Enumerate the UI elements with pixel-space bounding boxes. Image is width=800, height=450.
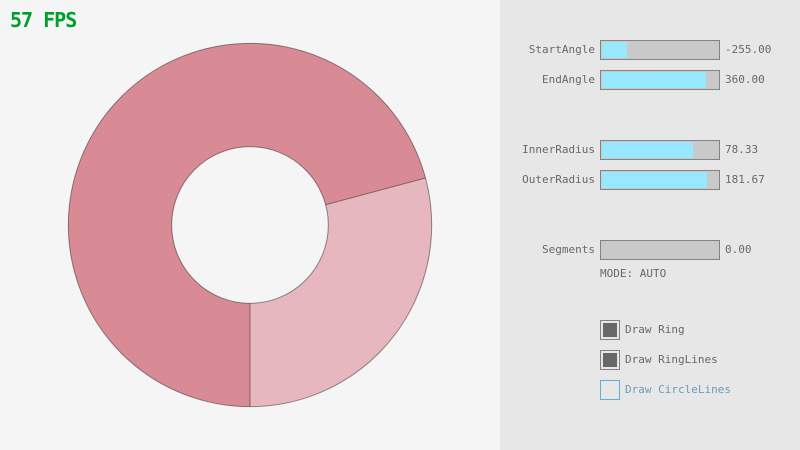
slider-row-outerradius: OuterRadius 181.67 (500, 170, 800, 190)
checkmark (603, 323, 617, 337)
outerradius-sliderbar[interactable] (600, 170, 720, 190)
ring-boundary-line (325, 177, 426, 206)
slider-row-innerradius: InnerRadius 78.33 (500, 140, 800, 160)
endangle-label: EndAngle (542, 73, 595, 86)
draw-ringlines-label: Draw RingLines (625, 353, 718, 366)
draw-circlelines-checkbox[interactable] (600, 380, 620, 400)
endangle-value: 360.00 (725, 73, 765, 86)
slider-row-startangle: StartAngle -255.00 (500, 40, 800, 60)
checkbox-row-draw-ring: Draw Ring (600, 320, 800, 340)
checkmark (603, 353, 617, 367)
startangle-sliderbar[interactable] (600, 40, 720, 60)
segments-value: 0.00 (725, 243, 752, 256)
checkmark (603, 383, 617, 397)
slider-row-segments: Segments 0.00 (500, 240, 800, 260)
checkbox-row-draw-ringlines: Draw RingLines (600, 350, 800, 370)
draw-circlelines-label: Draw CircleLines (625, 383, 731, 396)
startangle-value: -255.00 (725, 43, 772, 56)
innerradius-label: InnerRadius (522, 143, 595, 156)
startangle-slider-fill (602, 42, 628, 58)
draw-ring-checkbox[interactable] (600, 320, 620, 340)
endangle-slider-fill (602, 72, 707, 88)
ring-inner-outline (171, 146, 329, 304)
drawing-canvas: 57 FPS (10, 8, 433, 408)
endangle-sliderbar[interactable] (600, 70, 720, 90)
innerradius-slider-fill (602, 142, 693, 158)
slider-row-endangle: EndAngle 360.00 (500, 70, 800, 90)
outerradius-value: 181.67 (725, 173, 765, 186)
innerradius-sliderbar[interactable] (600, 140, 720, 160)
ring-outer-outline (67, 42, 433, 408)
ring-chart (67, 42, 433, 408)
ring-double-pass-fill (68, 43, 426, 407)
draw-ring-label: Draw Ring (625, 323, 685, 336)
controls-panel: StartAngle -255.00 EndAngle 360.00 Inner… (500, 0, 800, 450)
startangle-label: StartAngle (528, 43, 595, 56)
fps-counter: 57 FPS (10, 8, 77, 32)
outerradius-slider-fill (602, 172, 708, 188)
ring-single-pass-fill (250, 177, 432, 407)
segments-sliderbar[interactable] (600, 240, 720, 260)
innerradius-value: 78.33 (725, 143, 759, 156)
checkbox-row-draw-circlelines: Draw CircleLines (600, 380, 800, 400)
outerradius-label: OuterRadius (522, 173, 595, 186)
mode-label: MODE: AUTO (600, 267, 667, 280)
draw-ringlines-checkbox[interactable] (600, 350, 620, 370)
segments-label: Segments (542, 243, 595, 256)
